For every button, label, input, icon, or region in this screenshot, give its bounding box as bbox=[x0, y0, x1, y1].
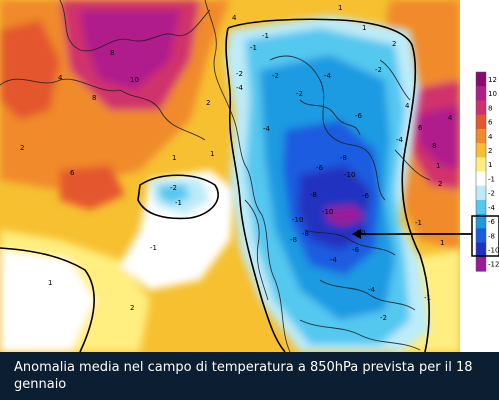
map-label: 2 bbox=[20, 144, 24, 152]
map-label: 6 bbox=[418, 124, 423, 132]
map-label: 2 bbox=[392, 40, 396, 48]
map-label: -1 bbox=[150, 244, 157, 252]
map-label: -8 bbox=[340, 154, 347, 162]
map-label: 4 bbox=[448, 114, 453, 122]
colorbar-tick-label: -4 bbox=[488, 204, 496, 212]
colorbar-outline bbox=[475, 71, 487, 272]
caption-bar: Anomalia media nel campo di temperatura … bbox=[0, 352, 499, 400]
pointer-arrow bbox=[352, 229, 472, 239]
cold-anomaly-field bbox=[150, 15, 430, 352]
map-label: -10 bbox=[344, 171, 355, 179]
colorbar-tick-label: 2 bbox=[488, 147, 492, 155]
map-label: -4 bbox=[236, 84, 244, 92]
map-label: -6 bbox=[352, 246, 360, 254]
map-label: -1 bbox=[262, 32, 269, 40]
map-label: 6 bbox=[70, 169, 75, 177]
colorbar-tick-label: -8 bbox=[488, 232, 495, 240]
coastlines bbox=[0, 0, 431, 352]
temperature-anomaly-map: 4 8 10 8 2 1 1 -1 -2 6 1 2 2 -1 -2 4 -2 … bbox=[0, 0, 499, 352]
colorbar-swatch bbox=[476, 228, 486, 244]
map-label: 1 bbox=[48, 279, 52, 287]
colorbar-tick-label: 1 bbox=[488, 161, 492, 169]
map-label: -8 bbox=[290, 236, 297, 244]
map-label: -6 bbox=[316, 164, 324, 172]
colorbar-swatch bbox=[476, 242, 486, 258]
map-label: 1 bbox=[338, 4, 342, 12]
map-label: 8 bbox=[110, 49, 114, 57]
colorbar-tick-label: -12 bbox=[488, 261, 499, 269]
map-label: 2 bbox=[438, 180, 442, 188]
colorbar-swatch bbox=[476, 199, 486, 215]
zero-isoline bbox=[0, 18, 430, 352]
colorbar-swatch bbox=[476, 171, 486, 187]
colorbar-swatch bbox=[476, 214, 486, 229]
colorbar-swatch bbox=[476, 100, 486, 116]
map-label: -2 bbox=[170, 184, 177, 192]
map-label: -1 bbox=[424, 294, 431, 302]
colorbar-swatch bbox=[476, 143, 486, 158]
colorbar-swatch bbox=[476, 128, 486, 144]
map-label: -8 bbox=[310, 191, 317, 199]
map-label: 4 bbox=[58, 74, 63, 82]
map-label: 2 bbox=[206, 99, 210, 107]
map-label: 1 bbox=[440, 239, 444, 247]
map-label: 1 bbox=[436, 162, 440, 170]
colorbar-swatch bbox=[476, 72, 486, 87]
colorbar-tick-label: 12 bbox=[488, 76, 497, 84]
map-label: -4 bbox=[396, 136, 404, 144]
map-label: -4 bbox=[330, 256, 338, 264]
highlight-box bbox=[471, 215, 499, 257]
map-label: -10 bbox=[322, 208, 333, 216]
map-label: 2 bbox=[130, 304, 134, 312]
colorbar-tick-label: -2 bbox=[488, 190, 495, 198]
map-label: -4 bbox=[263, 125, 271, 133]
colorbar-tick-label: 10 bbox=[488, 90, 497, 98]
map-label: -4 bbox=[368, 286, 376, 294]
map-label: -10 bbox=[292, 216, 303, 224]
map-label: 10 bbox=[130, 76, 139, 84]
map-label: -2 bbox=[272, 72, 279, 80]
anomaly-field bbox=[0, 0, 460, 352]
map-label: -1 bbox=[415, 219, 422, 227]
colorbar-swatch bbox=[476, 185, 486, 201]
map-label: -6 bbox=[362, 192, 370, 200]
map-isoline-labels: 4 8 10 8 2 1 1 -1 -2 6 1 2 2 -1 -2 4 -2 … bbox=[20, 4, 453, 322]
colorbar-tick-label: -1 bbox=[488, 175, 495, 183]
colorbar-swatch bbox=[476, 256, 486, 272]
map-label: -2 bbox=[296, 90, 303, 98]
colorbar-tick-label: -10 bbox=[488, 247, 499, 255]
colorbar-tick-label: -6 bbox=[488, 218, 496, 226]
colorbar-swatch bbox=[476, 86, 486, 102]
map-label: 1 bbox=[210, 150, 214, 158]
colorbar-tick-label: 8 bbox=[488, 104, 492, 112]
map-label: 1 bbox=[362, 24, 366, 32]
colorbar: 12 10 8 6 4 2 1 -1 -2 -4 -6 -8 -10 -12 bbox=[475, 71, 499, 272]
map-label: 4 bbox=[232, 14, 237, 22]
map-label: -8 bbox=[302, 230, 309, 238]
colorbar-tick-label: 6 bbox=[488, 119, 493, 127]
caption-text: Anomalia media nel campo di temperatura … bbox=[14, 360, 473, 392]
map-label: -2 bbox=[380, 314, 387, 322]
map-label: 8 bbox=[432, 142, 436, 150]
map-label: -1 bbox=[250, 44, 257, 52]
map-label: -6 bbox=[355, 112, 363, 120]
colorbar-swatch bbox=[476, 114, 486, 130]
map-label: -2 bbox=[375, 66, 382, 74]
colorbar-tick-label: 4 bbox=[488, 133, 493, 141]
map-label: 8 bbox=[92, 94, 96, 102]
map-label: -4 bbox=[324, 72, 332, 80]
colorbar-swatch bbox=[476, 157, 486, 173]
map-label: -2 bbox=[236, 70, 243, 78]
map-label: -1 bbox=[175, 199, 182, 207]
map-label: 1 bbox=[172, 154, 176, 162]
map-label: 4 bbox=[405, 102, 410, 110]
